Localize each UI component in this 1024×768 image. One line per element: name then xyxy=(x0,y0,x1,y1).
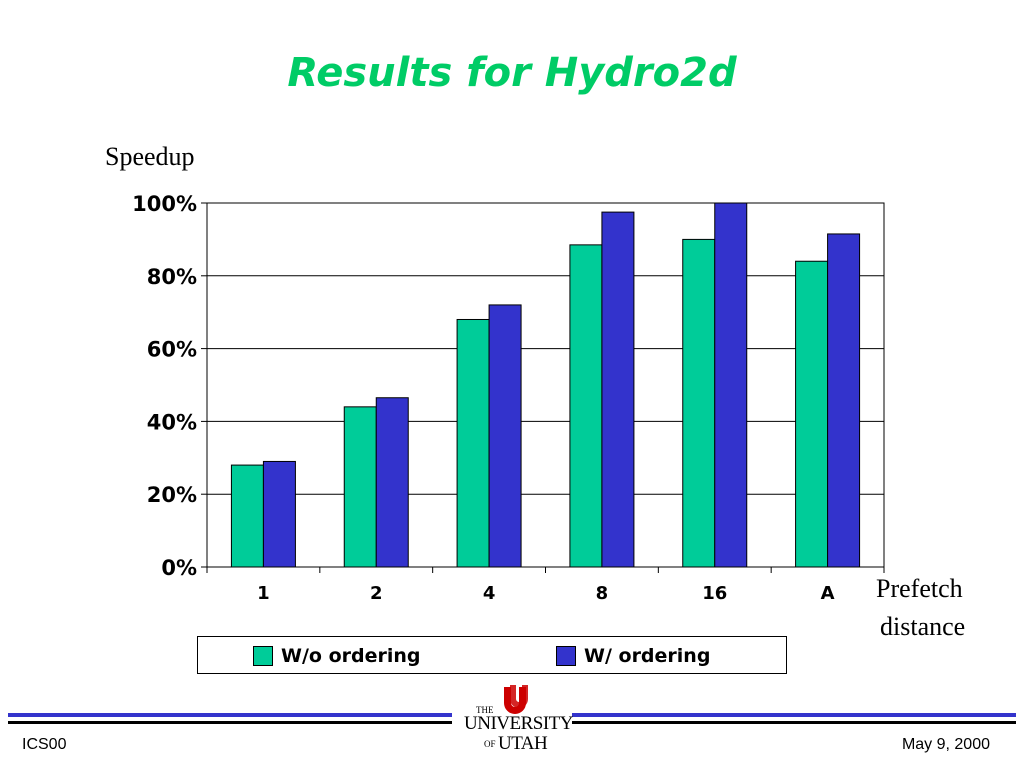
utah-block-u-icon xyxy=(504,685,528,714)
x-axis-label-line2: distance xyxy=(880,612,966,641)
y-tick-label: 60% xyxy=(147,338,197,362)
y-tick-label: 80% xyxy=(147,265,197,289)
x-tick-label: 4 xyxy=(483,583,496,604)
bar-wo-ordering xyxy=(343,406,377,568)
slide-title: Results for Hydro2d xyxy=(287,50,737,96)
plot-area xyxy=(206,202,885,568)
y-tick-label: 0% xyxy=(161,556,197,580)
bar-wo-ordering xyxy=(795,260,829,568)
bar-w-ordering xyxy=(601,211,635,568)
legend-item-wo-ordering: W/o ordering xyxy=(253,645,421,667)
bar-w-ordering xyxy=(375,397,409,568)
bar-w-ordering xyxy=(488,304,522,568)
bar-w-ordering xyxy=(262,460,296,568)
y-tick-label: 100% xyxy=(132,192,197,216)
x-tick-label: A xyxy=(821,583,835,604)
y-tick-label: 40% xyxy=(147,410,197,434)
footer-rule-right-blue xyxy=(572,713,1016,717)
footer-rule-right-black xyxy=(572,721,1016,724)
legend-swatch-w-ordering xyxy=(556,646,576,666)
x-tick-label: 16 xyxy=(702,583,727,604)
logo-the: THE xyxy=(476,705,494,715)
x-tick-label: 1 xyxy=(257,583,270,604)
x-tick-label: 2 xyxy=(370,583,383,604)
university-of-utah-logo: THE UNIVERSITY OF UTAH xyxy=(458,683,574,763)
y-axis-label: Speedup xyxy=(105,142,195,171)
footer-rule-left-black xyxy=(8,721,452,724)
bar-w-ordering xyxy=(714,202,748,568)
bar-wo-ordering xyxy=(682,238,716,568)
footer-rule-left-blue xyxy=(8,713,452,717)
footer-left-text: ICS00 xyxy=(22,736,67,753)
bar-wo-ordering xyxy=(569,244,603,568)
footer-right-text: May 9, 2000 xyxy=(901,736,990,753)
bar-wo-ordering xyxy=(456,318,490,568)
legend-item-w-ordering: W/ ordering xyxy=(556,645,710,667)
bar-chart: 0% 20% 40% 60% 80% 100% 1 2 4 8 16 A xyxy=(132,192,885,604)
bar-w-ordering xyxy=(827,233,861,568)
x-tick-label: 8 xyxy=(596,583,609,604)
bar-wo-ordering xyxy=(230,464,264,568)
legend-label-w-ordering: W/ ordering xyxy=(584,645,711,667)
x-axis-label-line1: Prefetch xyxy=(876,574,963,603)
legend-swatch-wo-ordering xyxy=(253,646,273,666)
y-tick-label: 20% xyxy=(147,483,197,507)
logo-of: OF xyxy=(484,739,496,749)
chart-legend: W/o ordering W/ ordering xyxy=(197,636,787,674)
logo-utah: UTAH xyxy=(498,733,548,754)
logo-university: UNIVERSITY xyxy=(464,713,574,734)
legend-label-wo-ordering: W/o ordering xyxy=(281,645,421,667)
